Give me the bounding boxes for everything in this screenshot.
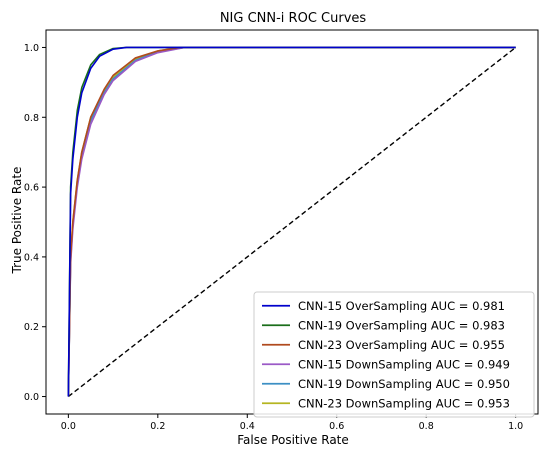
legend-entry-3: CNN-15 DownSampling AUC = 0.949	[298, 357, 510, 371]
y-tick-label: 1.0	[24, 43, 39, 54]
chart-title: NIG CNN-i ROC Curves	[220, 11, 367, 26]
x-tick-label: 1.0	[508, 421, 523, 432]
roc-curve-0	[67, 46, 516, 397]
legend-box	[253, 291, 535, 418]
x-tick-label: 0.8	[419, 421, 434, 432]
x-tick-label: 0.0	[61, 421, 76, 432]
plot-area: 0.0 0.2 0.4 0.6 0.8 1.0 0.0 0.2 0.4 0.6 0.8 1.0	[24, 29, 539, 432]
roc-curve-2	[67, 46, 516, 397]
legend-entry-2: CNN-23 OverSampling AUC = 0.955	[298, 338, 505, 352]
x-axis-label: False Positive Rate	[237, 433, 349, 447]
legend-entry-1: CNN-19 OverSampling AUC = 0.983	[298, 318, 505, 332]
legend-entry-5: CNN-23 DownSampling AUC = 0.953	[298, 396, 510, 410]
y-tick-label: 0.6	[24, 183, 39, 194]
x-tick-label: 0.2	[150, 421, 165, 432]
x-tick-label: 0.4	[240, 421, 255, 432]
y-tick-label: 0.4	[24, 252, 39, 263]
y-tick-label: 0.8	[24, 113, 39, 124]
y-tick-label: 0.0	[24, 392, 39, 403]
y-axis-label: True Positive Rate	[10, 167, 24, 275]
x-tick-label: 0.6	[329, 421, 344, 432]
y-tick-label: 0.2	[24, 322, 39, 333]
legend-entry-4: CNN-19 DownSampling AUC = 0.950	[298, 377, 510, 391]
legend-entry-0: CNN-15 OverSampling AUC = 0.981	[298, 299, 505, 313]
chance-diagonal-line	[67, 46, 517, 398]
legend: CNN-15 OverSampling AUC = 0.981 CNN-19 Ov…	[253, 291, 535, 418]
